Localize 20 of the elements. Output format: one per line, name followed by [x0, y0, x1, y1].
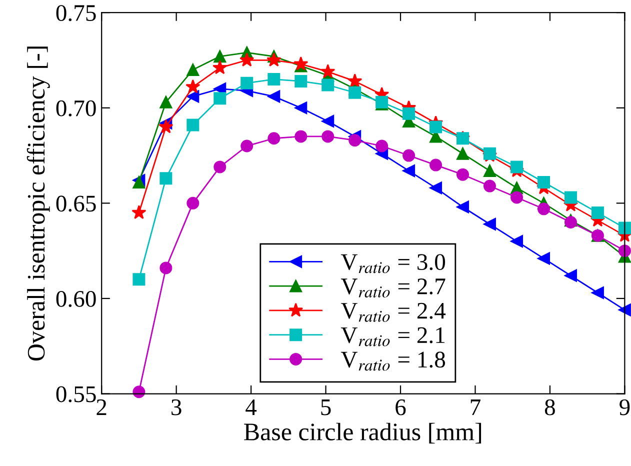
legend-label: V$_{ratio}$ = 2.7: [340, 278, 446, 298]
x-tick-label: 2: [96, 399, 106, 416]
y-tick-label: 0.55: [56, 386, 96, 402]
legend-label: V$_{ratio}$ = 2.1: [340, 327, 445, 346]
x-axis-title: Base circle radius [mm]: [244, 422, 482, 444]
y-axis-title: Overall isentropic efficiency [-]: [26, 46, 50, 361]
y-tick-label: 0.65: [56, 196, 96, 212]
y-tick-label: 0.75: [56, 5, 96, 22]
legend-label: V$_{ratio}$ = 3.0: [340, 254, 446, 274]
x-tick-label: 9: [620, 399, 630, 416]
x-tick-label: 3: [172, 399, 182, 416]
x-tick-label: 6: [396, 399, 406, 416]
x-tick-label: 5: [321, 400, 331, 416]
y-tick-label: 0.70: [56, 100, 96, 116]
legend-label: V$_{ratio}$ = 2.4: [340, 302, 446, 322]
x-tick-label: 7: [470, 400, 480, 416]
legend-label: V$_{ratio}$ = 1.8: [340, 352, 446, 371]
x-tick-label: 4: [246, 399, 257, 416]
y-tick-label: 0.60: [56, 290, 96, 307]
x-tick-label: 8: [544, 399, 555, 416]
